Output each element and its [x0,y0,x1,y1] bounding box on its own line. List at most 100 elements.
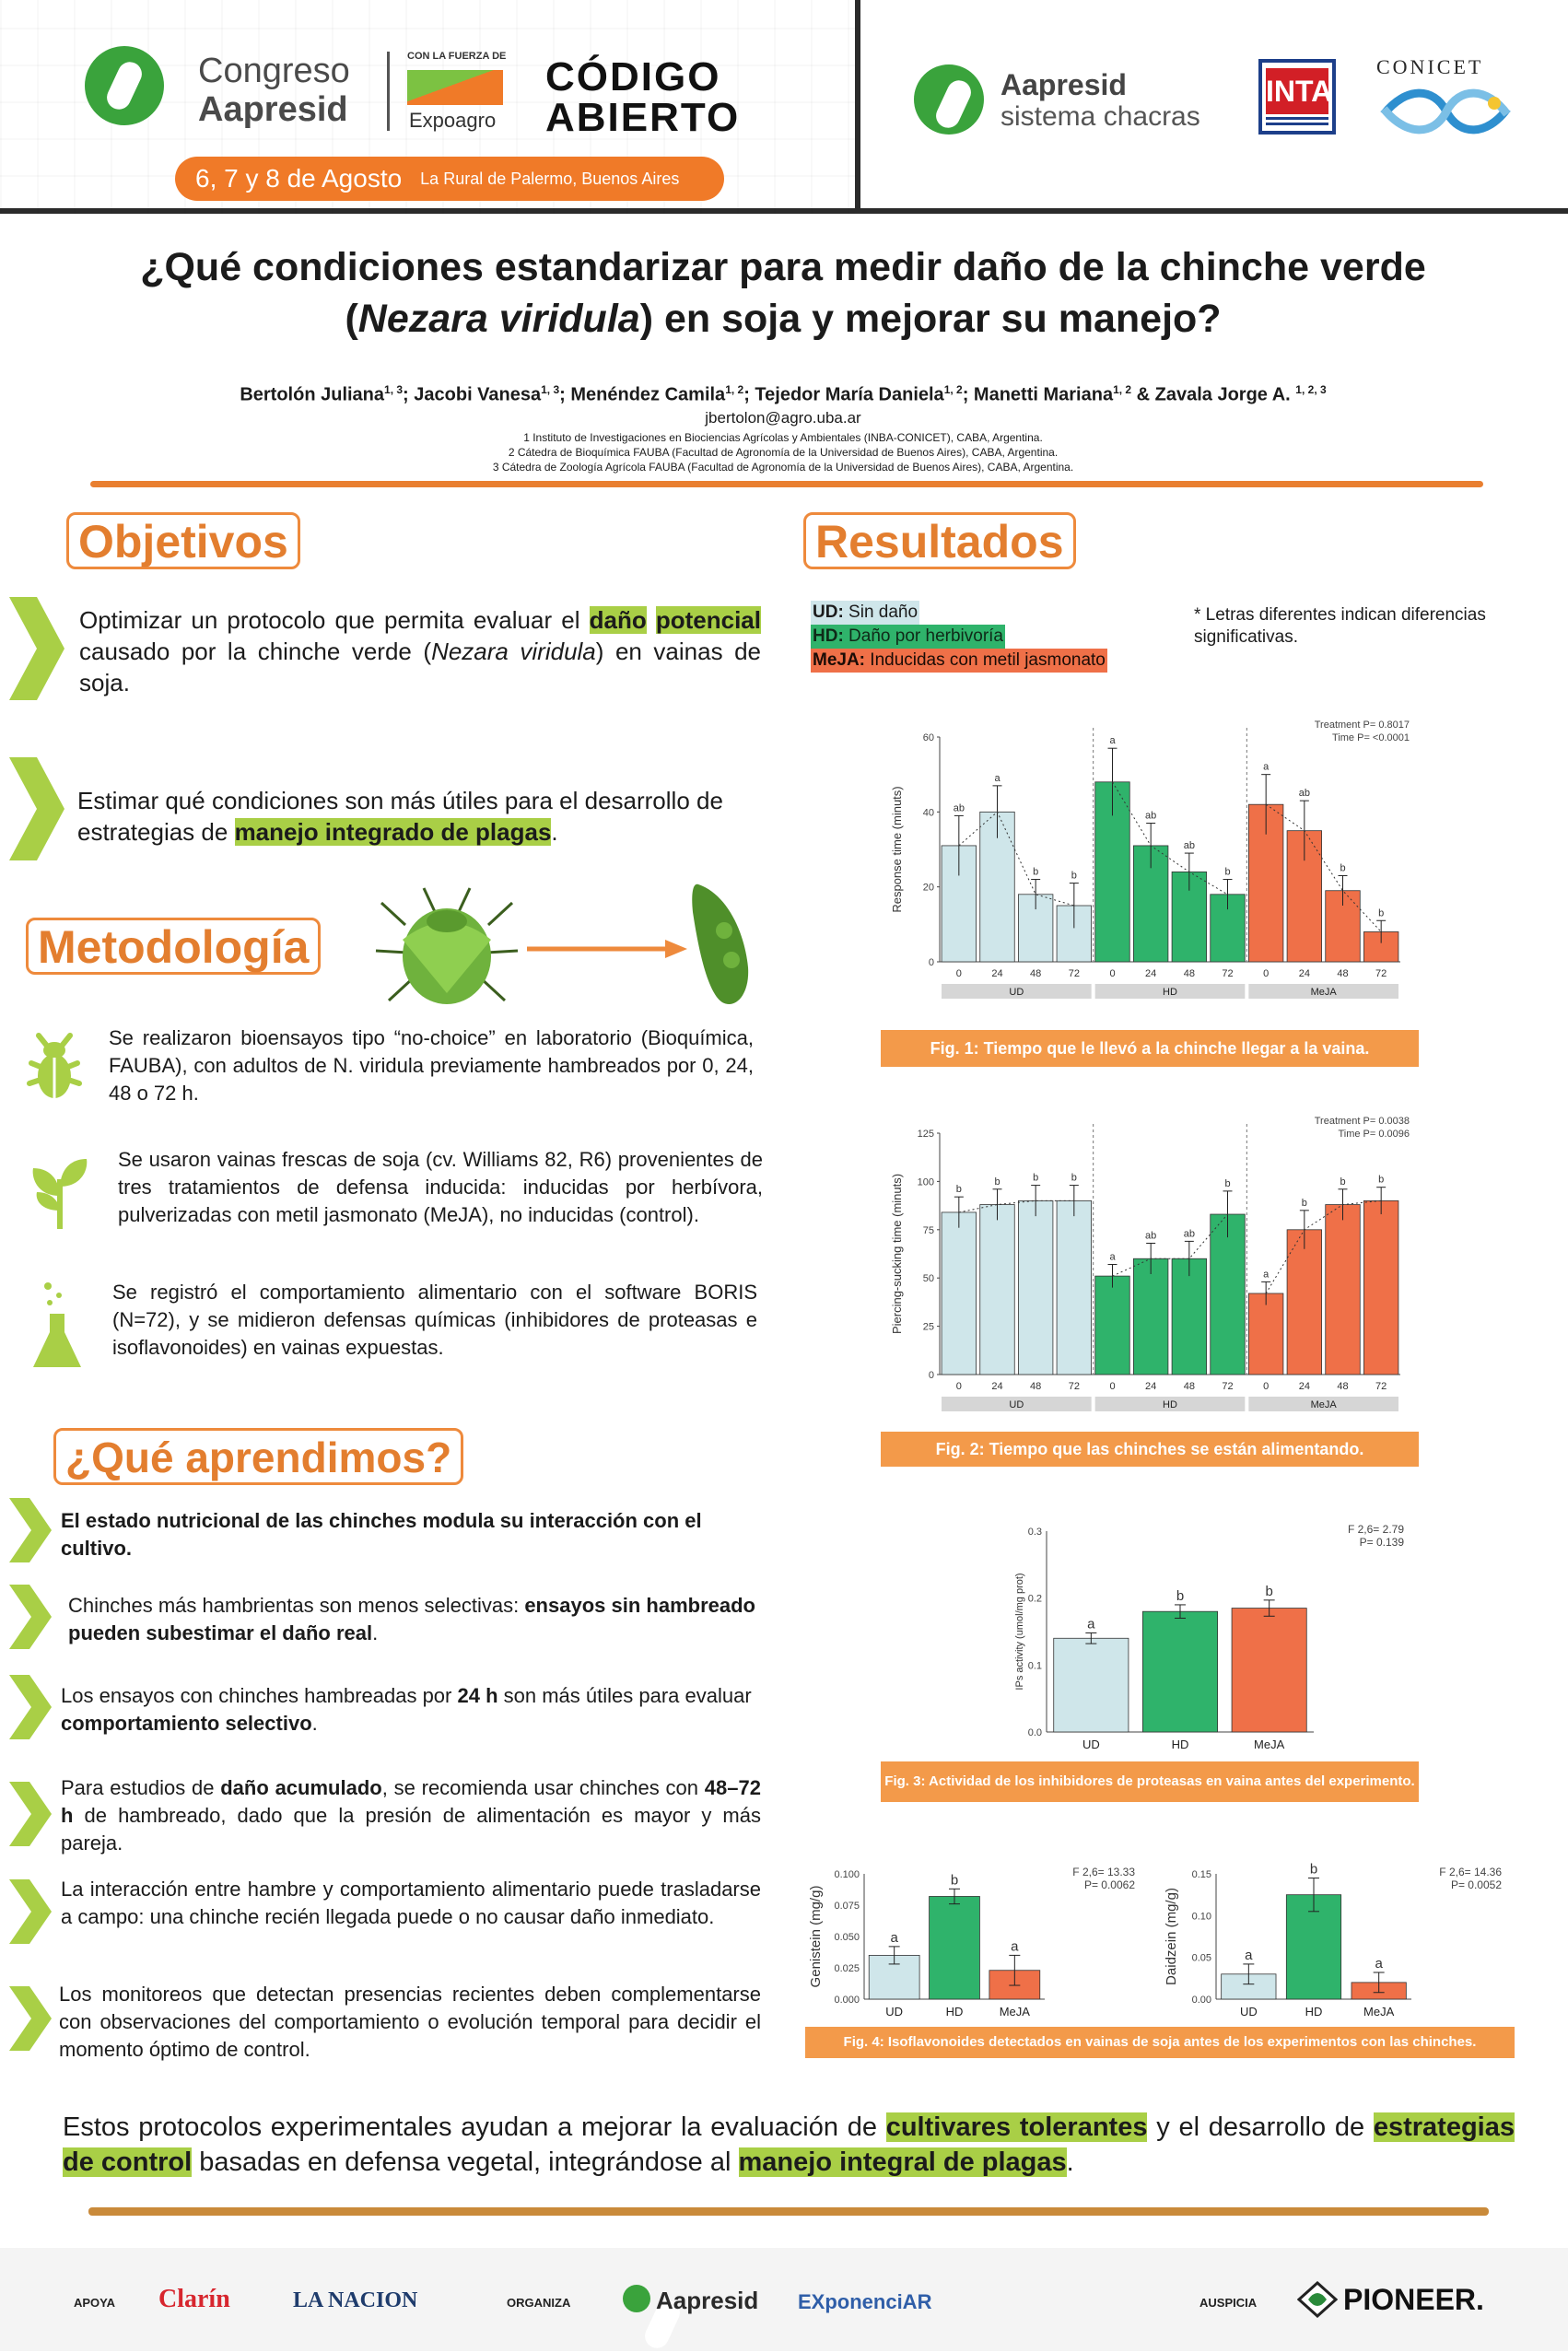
conclusion-divider [88,2207,1489,2216]
fig2-sig-letter: b [1033,1173,1038,1184]
inta-label: INTA [1266,68,1332,114]
fig4b-ylabel: Daidzein (mg/g) [1164,1888,1179,1985]
legend-ud-key: UD: [813,603,844,622]
significance-note: * Letras diferentes indican diferencias … [1194,605,1486,647]
fig1-sig-letter: b [1340,862,1345,873]
objective-2-chevron-icon [9,757,64,860]
fig4a-ytick: 0.100 [834,1869,860,1880]
fig2-bar [979,1204,1015,1375]
title-line-2: (Nezara viridula) en soja y mejorar su m… [37,293,1529,345]
fig4a-ytick: 0.050 [834,1932,860,1943]
fig1-trend-line [1112,781,1228,895]
poster-title: ¿Qué condiciones estandarizar para medir… [37,241,1529,345]
fig1-xtick: 24 [1145,968,1156,979]
fig4a-ytick: 0.025 [834,1963,860,1974]
fig1-xtick: 0 [1263,968,1269,979]
fig2-sig-letter: b [994,1176,1000,1188]
la-nacion-logo: LA NACION [293,2288,418,2312]
conicet-wave-icon [1380,88,1511,135]
fig2-xtick: 24 [991,1381,1002,1392]
fig1-xtick: 24 [991,968,1002,979]
fig4b-bar [1285,1894,1342,2000]
fig2-sig-letter: ab [1145,1230,1156,1241]
fig1-ytick: 0 [929,957,934,968]
author-3: ; Menéndez Camila [559,384,726,405]
fig2-sig-letter: b [1071,1173,1077,1184]
fig1-caption: Fig. 1: Tiempo que le llevó a la chinche… [881,1030,1419,1067]
fig2-xtick: 48 [1184,1381,1195,1392]
affiliation-3: 3 Cátedra de Zoología Agrícola FAUBA (Fa… [492,461,1074,474]
fig2-bar [941,1211,977,1375]
title-line-1: ¿Qué condiciones estandarizar para medir… [140,245,1426,289]
objective-1-species: Nezara viridula [431,638,596,665]
fig4a-xtick: HD [946,2005,964,2019]
fig1-stat-treatment: Treatment P= 0.8017 [1315,720,1410,731]
fig2-group-strip [942,1397,1092,1411]
legend-hd-label: Daño por herbivoría [843,626,1003,646]
fig4b-ytick: 0.05 [1192,1953,1211,1964]
fig2-ytick: 50 [923,1273,934,1284]
fig1-xtick: 0 [956,968,962,979]
conclusion-text: Estos protocolos experimentales ayudan a… [63,2110,1515,2180]
objective-1-part-a: Optimizar un protocolo que permita evalu… [79,606,590,634]
pioneer-icon [1297,2281,1338,2318]
fig3-sig-letter: a [1087,1616,1095,1632]
learned-3-part-c: son más útiles para evaluar [497,1684,752,1707]
fig4b-xtick: HD [1305,2005,1323,2019]
learned-4-part-a: Para estudios de [61,1776,221,1799]
inta-stripes [1266,114,1328,125]
fig2-group-label: MeJA [1311,1399,1338,1410]
author-5-sup: 1, 2 [1113,383,1132,396]
fig2-trend-line [1265,1199,1382,1294]
legend-hd: HD: Daño por herbivoría [811,625,1005,649]
fig1-xtick: 72 [1069,968,1080,979]
fig4b-ytick: 0.00 [1192,1995,1211,2006]
fig1-xtick: 72 [1375,968,1387,979]
fig2-sig-letter: ab [1184,1228,1195,1239]
fig1-xtick: 72 [1222,968,1233,979]
exponencial-logo: EXponenciAR [798,2290,932,2313]
author-2: ; Jacobi Vanesa [403,384,542,405]
footer-aapresid-label: Aapresid [656,2287,759,2314]
fig1-group-label: UD [1009,987,1024,998]
fig4a-ylabel: Genistein (mg/g) [808,1886,824,1988]
fig2-xtick: 72 [1375,1381,1387,1392]
author-4: ; Tejedor María Daniela [743,384,944,405]
fig2-xtick: 48 [1030,1381,1041,1392]
fig4a-sig-letter: b [951,1872,958,1888]
author-email[interactable]: jbertolon@agro.uba.ar [705,409,861,427]
learned-5-text: La interacción entre hambre y comportami… [61,1878,761,1928]
authors-line: Bertolón Juliana1, 3; Jacobi Vanesa1, 3;… [92,383,1474,406]
fig2-bar [1210,1213,1246,1375]
codigo-abierto-logo: CÓDIGO ABIERTO [545,57,740,138]
title-paren-open: ( [345,297,358,341]
conclusion-highlight-3: manejo integral de plagas [738,2147,1067,2177]
learned-4-bold-1: daño acumulado [220,1776,382,1799]
author-3-sup: 1, 2 [725,383,744,396]
fig3-chart: IPs activity (umol/mg prot) 0.0 0.1 0.2 0.3 a… [1010,1516,1415,1758]
author-4-sup: 1, 2 [943,383,963,396]
fig3-stat-f: F 2,6= 2.79 [1348,1523,1404,1536]
fig3-sig-letter: b [1176,1588,1184,1604]
fig4b-sig-letter: b [1310,1862,1317,1878]
legend-meja-label: Inducidas con metil jasmonato [865,650,1106,670]
conclusion-part-c: basadas en defensa vegetal, integrándose… [192,2147,739,2177]
fig2-xtick: 72 [1222,1381,1233,1392]
author-5: ; Manetti Mariana [962,384,1114,405]
author-1: Bertolón Juliana [240,384,385,405]
fig3-caption: Fig. 3: Actividad de los inhibidores de … [881,1761,1419,1802]
fig3-xtick: HD [1172,1738,1189,1751]
fig4a-xtick: MeJA [1000,2005,1031,2019]
fig2-xtick: 0 [1109,1381,1115,1392]
learned-4-part-e: de hambreado, dado que la presión de ali… [61,1804,761,1855]
fig2-sig-letter: b [1224,1178,1230,1189]
fig3-ytick: 0.3 [1028,1527,1042,1538]
fig3-sig-letter: b [1265,1584,1272,1599]
conclusion-part-b: y el desarrollo de [1147,2112,1374,2142]
fig2-xtick: 24 [1145,1381,1156,1392]
fig2-bar [1171,1258,1207,1375]
codigo-line2: ABIERTO [545,95,741,140]
aapresid-logo-icon [85,46,164,125]
fig1-ytick: 40 [923,807,934,818]
fig2-caption: Fig. 2: Tiempo que las chinches se están… [881,1432,1419,1467]
